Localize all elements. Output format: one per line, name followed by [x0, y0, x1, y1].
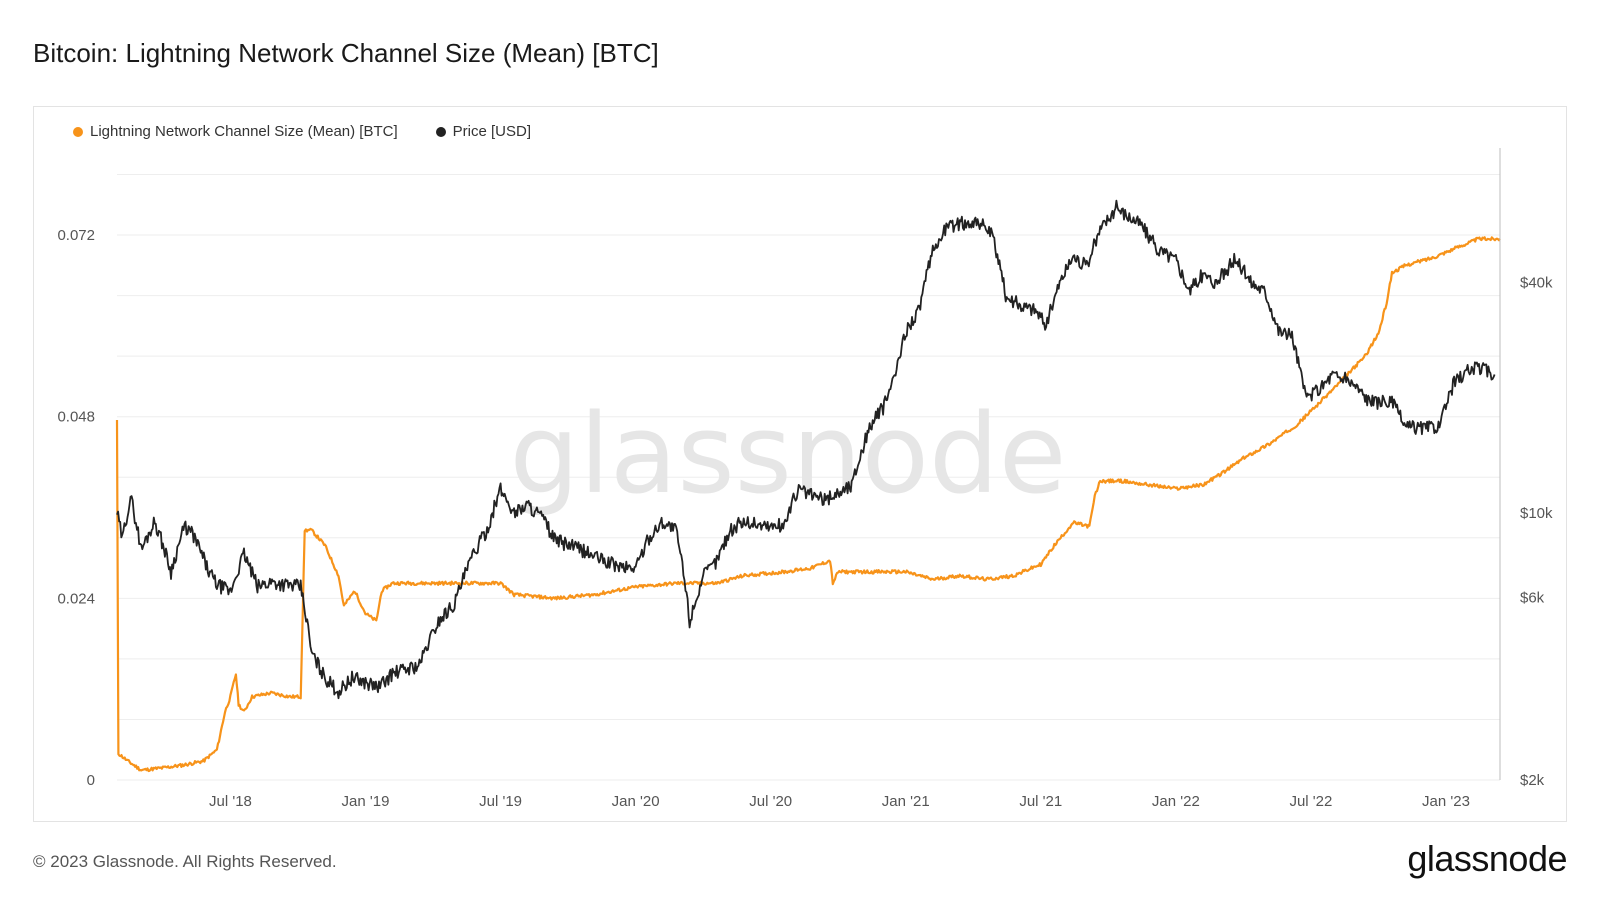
series-line-price — [116, 199, 1496, 700]
brand-logo: glassnode — [1407, 838, 1567, 879]
x-tick-label: Jul '19 — [479, 793, 522, 810]
x-tick-label: Jul '18 — [209, 793, 252, 810]
legend-item-price[interactable]: Price [USD] — [435, 123, 531, 140]
chart-legend: Lightning Network Channel Size (Mean) [B… — [73, 123, 531, 140]
chart-panel — [33, 106, 1567, 822]
y-left-tick-label: 0.024 — [57, 590, 95, 607]
legend-label-price: Price [USD] — [452, 123, 531, 140]
x-tick-label: Jul '20 — [749, 793, 792, 810]
y-left-tick-label: 0.072 — [57, 227, 95, 244]
x-tick-label: Jan '22 — [1152, 793, 1200, 810]
y-left-tick-label: 0.048 — [57, 409, 95, 426]
chart-title: Bitcoin: Lightning Network Channel Size … — [33, 38, 659, 68]
y-left-tick-label: 0 — [87, 772, 95, 789]
x-tick-label: Jul '22 — [1289, 793, 1332, 810]
x-tick-label: Jan '23 — [1422, 793, 1470, 810]
x-tick-label: Jul '21 — [1019, 793, 1062, 810]
x-tick-label: Jan '20 — [612, 793, 660, 810]
y-right-tick-label: $2k — [1520, 772, 1545, 789]
x-tick-label: Jan '21 — [882, 793, 930, 810]
y-right-tick-label: $6k — [1520, 590, 1545, 607]
x-tick-label: Jan '19 — [342, 793, 390, 810]
y-right-tick-label: $40k — [1520, 275, 1553, 292]
legend-item-channel-size[interactable]: Lightning Network Channel Size (Mean) [B… — [73, 123, 398, 140]
series-line-channel-size — [115, 236, 1501, 773]
watermark: glassnode — [510, 390, 1067, 518]
legend-swatch-channel-size — [73, 126, 83, 137]
copyright-text: © 2023 Glassnode. All Rights Reserved. — [33, 852, 337, 871]
y-right-tick-label: $10k — [1520, 505, 1553, 522]
legend-swatch-price — [435, 126, 446, 137]
legend-label-channel-size: Lightning Network Channel Size (Mean) [B… — [90, 123, 398, 140]
